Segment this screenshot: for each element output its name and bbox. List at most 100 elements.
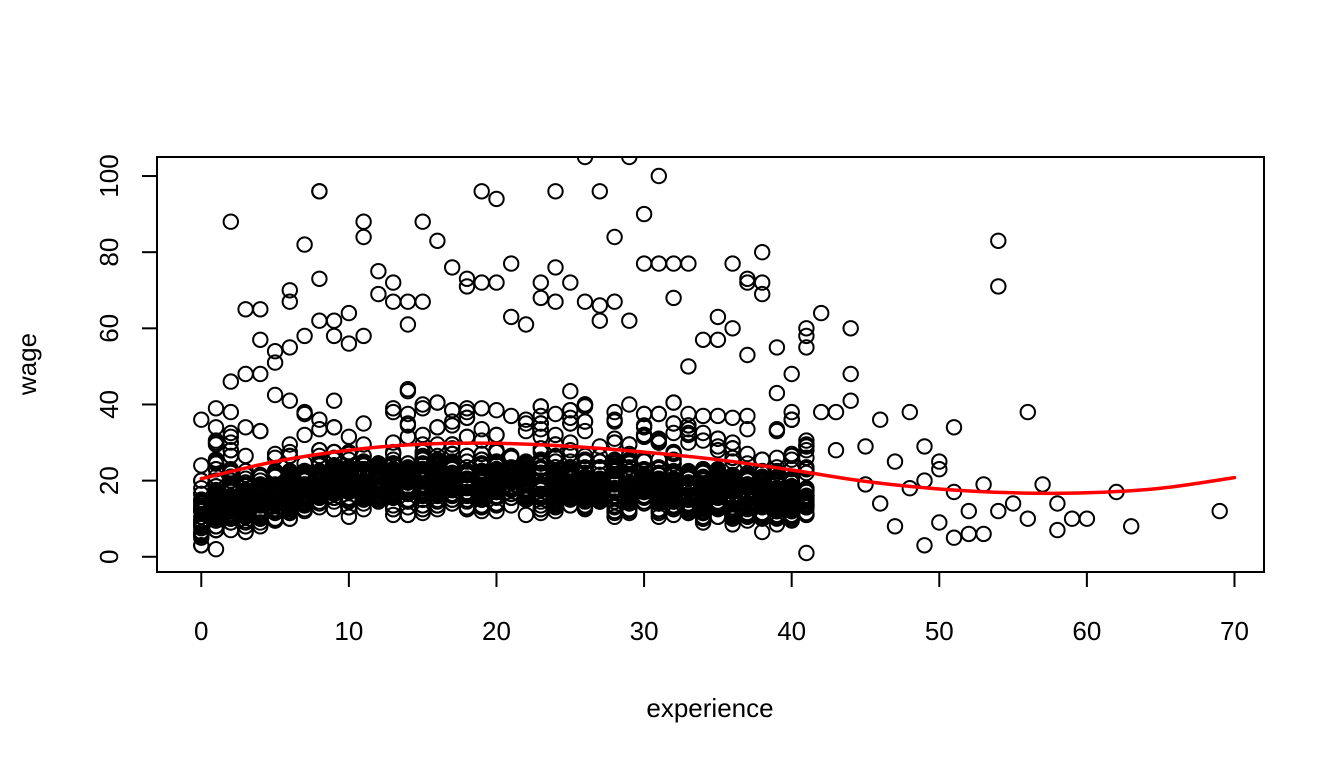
data-point [635, 461, 653, 478]
data-point [768, 481, 786, 499]
data-point [517, 422, 535, 440]
data-point [311, 411, 328, 428]
data-point [503, 255, 520, 272]
data-point [458, 409, 476, 426]
data-point [281, 392, 298, 409]
data-point [385, 274, 402, 291]
data-point [340, 476, 358, 493]
data-point [680, 499, 697, 516]
data-point [768, 384, 786, 402]
x-tick-label: 30 [630, 616, 659, 646]
data-point [547, 489, 564, 506]
data-point [281, 282, 298, 299]
data-point [754, 497, 771, 514]
data-point [503, 308, 520, 326]
data-point [414, 426, 431, 444]
data-point [355, 327, 372, 345]
data-point [252, 331, 269, 348]
data-point [709, 407, 727, 425]
data-point [975, 525, 992, 543]
data-point [1123, 518, 1140, 535]
data-point [532, 407, 549, 425]
data-point [694, 504, 712, 522]
data-point [340, 335, 358, 352]
data-point [532, 455, 549, 472]
data-point [783, 485, 800, 503]
data-point [399, 293, 417, 310]
data-point [635, 255, 653, 272]
x-tick-label: 60 [1072, 616, 1101, 646]
data-point [562, 464, 579, 482]
data-point [694, 510, 712, 527]
data-point [739, 445, 756, 463]
data-point [488, 274, 505, 291]
data-point [665, 443, 682, 461]
data-point [547, 259, 564, 276]
data-point [724, 409, 741, 426]
data-point [754, 244, 771, 261]
data-point [591, 312, 608, 329]
data-point [237, 419, 254, 436]
data-point [606, 459, 623, 476]
data-point [635, 470, 653, 487]
data-point [990, 502, 1007, 520]
data-point [473, 274, 490, 291]
data-point [370, 285, 387, 303]
data-point [975, 476, 992, 493]
data-point [207, 483, 225, 501]
data-point [694, 331, 712, 348]
data-point [399, 417, 417, 434]
data-point [960, 525, 977, 543]
data-point [680, 358, 697, 375]
data-point [680, 255, 697, 272]
data-point [1004, 495, 1022, 512]
data-point [694, 491, 712, 508]
data-point [886, 518, 904, 535]
data-point [355, 415, 372, 432]
data-point [798, 339, 815, 356]
data-point [340, 428, 358, 445]
data-point [1211, 502, 1228, 520]
data-point [517, 506, 535, 524]
data-point [340, 508, 358, 525]
data-point [325, 457, 343, 474]
data-point [562, 402, 579, 419]
data-point [798, 499, 815, 516]
data-point [517, 466, 535, 484]
data-point [1049, 521, 1066, 539]
data-point [370, 481, 387, 499]
data-point [783, 411, 800, 428]
data-point [252, 508, 269, 525]
data-point [813, 304, 830, 322]
data-point [385, 434, 402, 451]
data-point [724, 320, 741, 337]
data-point [665, 493, 682, 510]
data-point [576, 472, 594, 489]
data-point [414, 293, 431, 310]
data-point [768, 339, 786, 356]
data-point [517, 316, 535, 333]
data-point [311, 472, 328, 489]
data-point [532, 398, 549, 415]
data-point [385, 293, 402, 310]
data-point [606, 470, 623, 487]
data-point [576, 413, 594, 430]
data-point [827, 442, 845, 459]
data-point [266, 343, 284, 360]
data-point [207, 419, 225, 436]
y-tick-label: 60 [94, 314, 124, 343]
data-point [222, 403, 240, 421]
data-point [931, 514, 948, 531]
data-point [355, 228, 372, 246]
data-point [724, 449, 741, 466]
data-point [990, 232, 1007, 250]
data-point [635, 487, 653, 505]
data-point [281, 436, 298, 453]
data-point [739, 483, 756, 501]
data-point [945, 419, 963, 436]
data-point [754, 523, 771, 541]
data-point [621, 157, 638, 166]
data-point [193, 537, 210, 554]
data-point [739, 407, 756, 425]
data-point [960, 502, 977, 520]
